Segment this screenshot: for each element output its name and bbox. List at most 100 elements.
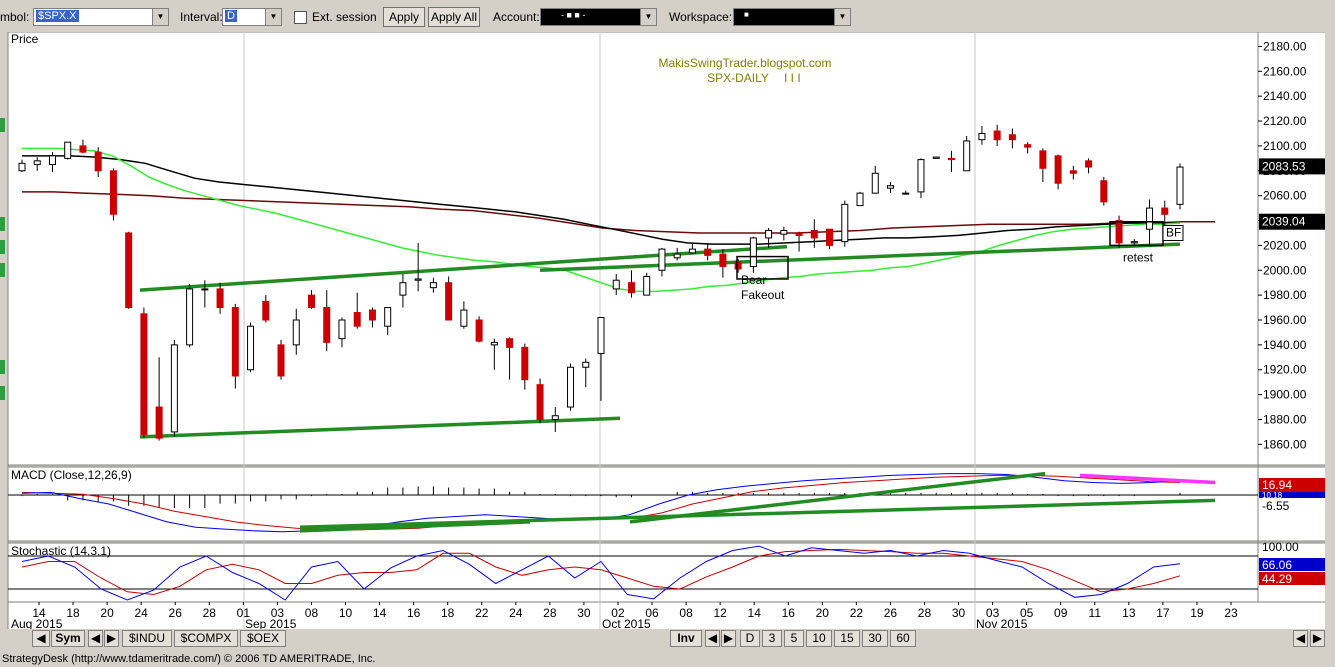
price-panel-bg (8, 32, 1325, 465)
interval-tab-60[interactable]: 60 (890, 630, 916, 647)
candle-down (1115, 220, 1123, 244)
x-tick-label: 22 (850, 606, 864, 620)
scroll-left-icon[interactable]: ◀ (705, 630, 720, 647)
interval-tab-3[interactable]: 3 (762, 630, 782, 647)
tab-compx[interactable]: $COMPX (174, 630, 238, 647)
scroll-left-icon[interactable]: ◀ (1293, 630, 1308, 647)
inv-tab[interactable]: Inv (670, 630, 702, 647)
apply-button[interactable]: Apply (383, 7, 425, 27)
tab-indu[interactable]: $INDU (122, 630, 172, 647)
price-badge (1259, 213, 1325, 230)
candle-up (429, 282, 437, 289)
sma-darkred-line (22, 191, 1215, 234)
symbol-combo[interactable]: $SPX.X ▼ (33, 8, 169, 26)
candle-down (521, 346, 529, 381)
interval-value: D (225, 10, 237, 22)
y-tick-label: 2020.00 (1263, 238, 1307, 252)
scroll-right-icon[interactable]: ▶ (1310, 630, 1325, 647)
macd-trendline (299, 520, 531, 533)
x-tick-label: 20 (816, 606, 830, 620)
candle-up (871, 172, 879, 194)
interval-tab-10[interactable]: 10 (806, 630, 832, 647)
candle-up (749, 237, 757, 268)
workspace-label: Workspace: (669, 10, 733, 24)
scroll-left-icon[interactable]: ◀ (88, 630, 103, 647)
drawing-tool-icon[interactable] (0, 360, 5, 374)
candle-down (734, 261, 742, 270)
candle-down (704, 248, 712, 256)
candle-down (323, 307, 331, 343)
workspace-combo[interactable]: ■ ▼ (733, 8, 851, 26)
candle-up (18, 162, 26, 172)
scroll-right-icon[interactable]: ▶ (721, 630, 736, 647)
price-badge-text: 2083.53 (1262, 159, 1306, 173)
candle-up (856, 192, 864, 207)
drawing-tool-icon[interactable] (0, 240, 5, 254)
y-tick-label: 1880.00 (1263, 412, 1307, 426)
candle-up (780, 229, 788, 235)
drawing-tool-icon[interactable] (0, 118, 5, 132)
chevron-down-icon[interactable]: ▼ (834, 9, 850, 25)
candle-down (109, 170, 117, 215)
ext-session-checkbox[interactable] (294, 11, 307, 24)
drawing-tool-icon[interactable] (0, 263, 5, 277)
x-axis-bg (8, 602, 1325, 629)
watermark-text: SPX-DAILY (707, 71, 769, 85)
stochastic-badge (1259, 558, 1325, 571)
toolbar: mbol: $SPX.X ▼ Interval: D ▼ Ext. sessio… (0, 0, 1335, 32)
drawing-tool-icon[interactable] (0, 386, 5, 400)
interval-tab-5[interactable]: 5 (784, 630, 804, 647)
chevron-down-icon[interactable]: ▼ (152, 9, 168, 25)
account-label: Account: (493, 10, 540, 24)
scroll-right-icon[interactable]: ▶ (104, 630, 119, 647)
apply-all-button[interactable]: Apply All (428, 7, 480, 27)
y-tick-label: 2100.00 (1263, 139, 1307, 153)
macd-badge (1259, 478, 1325, 492)
bottom-bar: ◀ Sym ◀ ▶ $INDU $COMPX $OEX Inv ◀ ▶ D 3 … (0, 629, 1335, 649)
workspace-value: ■ (744, 10, 749, 19)
candle-down (1161, 207, 1169, 215)
interval-tab-d[interactable]: D (740, 630, 760, 647)
candle-down (1069, 170, 1077, 174)
x-tick-label: 08 (679, 606, 693, 620)
interval-combo[interactable]: D ▼ (222, 8, 282, 26)
ext-session-label: Ext. session (312, 10, 377, 24)
x-tick-label: 23 (1224, 606, 1238, 620)
x-tick-label: 18 (66, 606, 80, 620)
candle-up (460, 309, 468, 327)
rising-trendline (539, 242, 1181, 273)
interval-tab-30[interactable]: 30 (862, 630, 888, 647)
x-tick-label: 08 (305, 606, 319, 620)
tab-oex[interactable]: $OEX (240, 630, 286, 647)
price-panel-label: Price (11, 32, 39, 46)
candle-up (963, 140, 971, 172)
candle-up (33, 160, 41, 166)
candle-up (932, 156, 940, 159)
candle-up (292, 319, 300, 346)
candle-down (719, 253, 727, 268)
x-month-label: Nov 2015 (976, 617, 1028, 629)
chevron-down-icon[interactable]: ▼ (265, 9, 281, 25)
stochastic-badge-text: 44.29 (1262, 572, 1292, 586)
macd-panel-label: MACD (Close,12,26,9) (11, 468, 132, 482)
scroll-left-icon[interactable]: ◀ (32, 630, 50, 647)
account-combo[interactable]: - ■ ■ - ▼ (540, 8, 657, 26)
x-tick-label: 16 (407, 606, 421, 620)
chevron-down-icon[interactable]: ▼ (640, 9, 656, 25)
stochastic-k-line (21, 545, 1181, 601)
interval-label: Interval: (180, 10, 223, 24)
sma-black-line (22, 155, 1180, 245)
x-tick-label: 12 (713, 606, 727, 620)
candle-down (1008, 134, 1016, 141)
interval-tab-15[interactable]: 15 (834, 630, 860, 647)
candle-up (490, 341, 498, 346)
y-tick-label: 1940.00 (1263, 338, 1307, 352)
sym-tab[interactable]: Sym (51, 630, 85, 647)
x-tick-label: 16 (782, 606, 796, 620)
x-tick-label: 10 (339, 606, 353, 620)
symbol-label: mbol: (0, 10, 30, 24)
stochastic-badge-text: 66.06 (1262, 558, 1292, 572)
x-tick-label: 22 (475, 606, 489, 620)
drawing-tool-icon[interactable] (0, 217, 5, 231)
candle-down (79, 145, 87, 153)
